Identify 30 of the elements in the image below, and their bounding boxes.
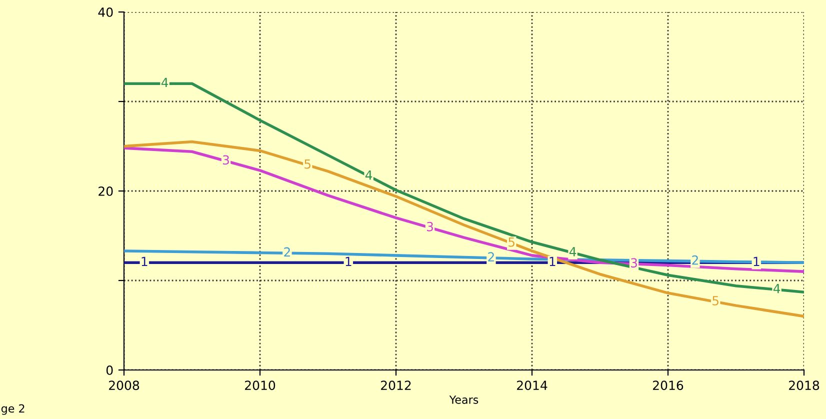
text: 2 [692,255,698,265]
text: 3 [222,155,229,165]
series-label: 5 [304,159,310,169]
y-tick-label: 0 [106,365,113,375]
x-tick-label: 2014 [517,380,548,390]
series-label: 4 [569,247,576,256]
text: 4 [161,78,168,88]
series-label: 3 [426,222,433,232]
text: 5 [508,238,514,247]
text: 2 [284,247,290,257]
text: 1 [754,256,760,266]
text: 1 [346,256,352,266]
text: ge 2 [1,404,24,415]
x-tick-label: 2010 [245,380,276,390]
y-tick-label: 40 [98,7,113,17]
x-tick-label: 2018 [789,380,820,390]
x-tick-label: 2016 [653,380,684,390]
x-tick-label: 2008 [109,380,140,390]
text: 3 [630,258,637,268]
text: 1 [550,256,556,266]
x-tick-label: 2012 [381,380,411,390]
text: 4 [773,284,780,294]
line-series [124,146,804,273]
line-series [124,140,804,318]
series-label: 2 [488,252,494,262]
text: 4 [365,170,372,180]
x-axis-title: Years [449,396,478,404]
series-label: 1 [142,256,148,266]
y-tick-label: 20 [98,186,113,196]
text: 5 [712,296,718,306]
